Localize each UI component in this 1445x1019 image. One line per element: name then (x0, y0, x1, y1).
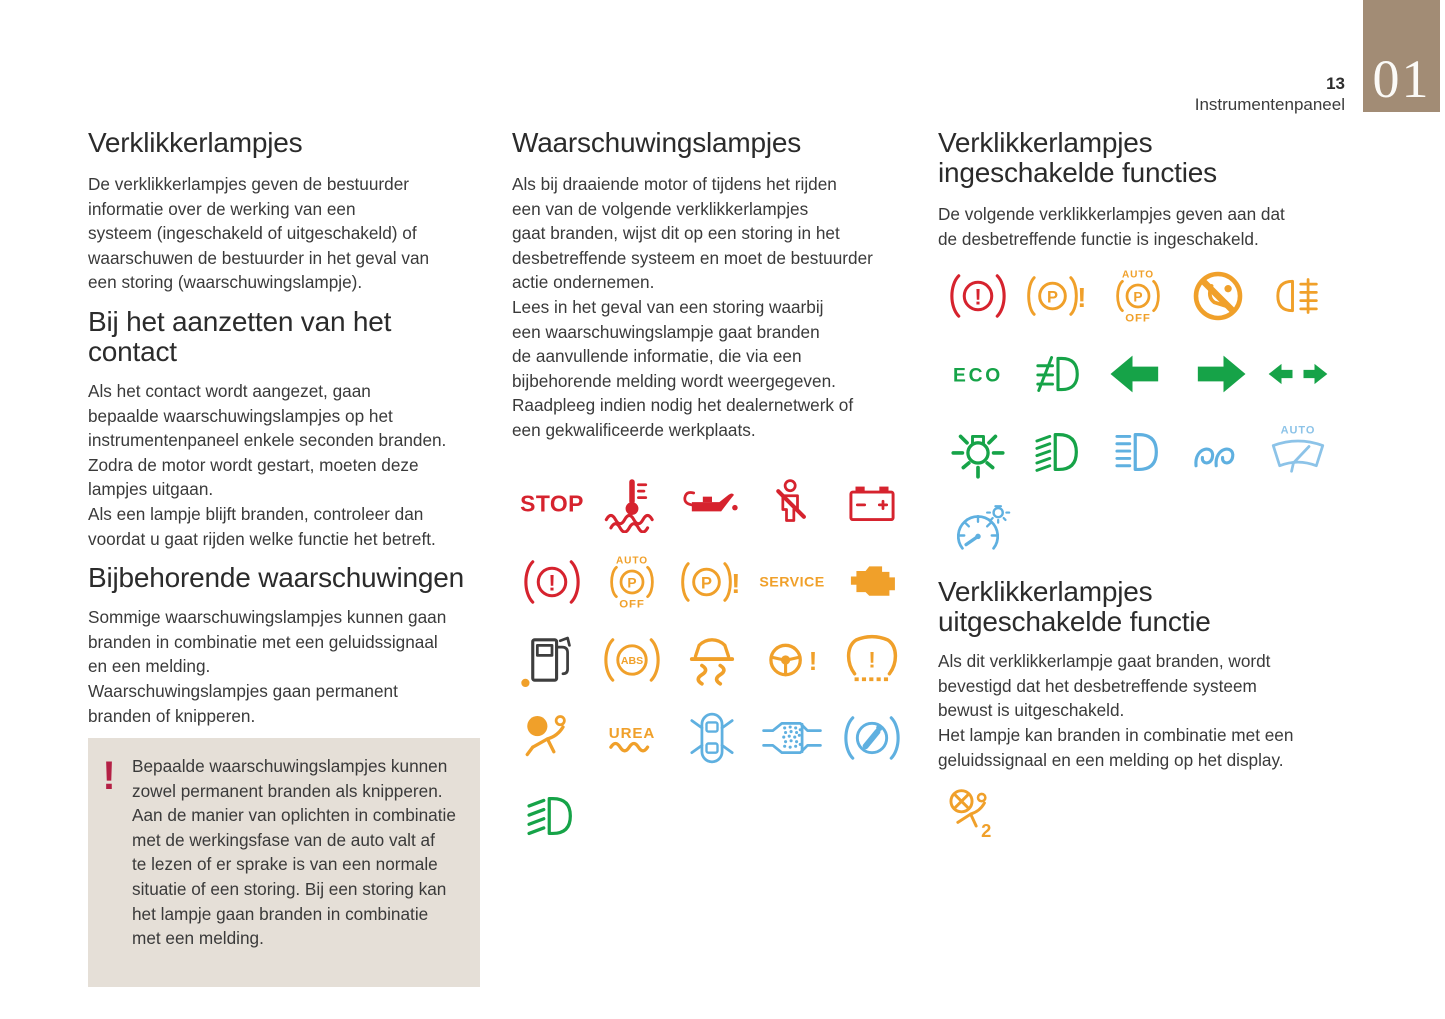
particulate-filter-warning-icon (756, 707, 828, 769)
svg-text:UREA: UREA (609, 725, 655, 742)
heading-contact: Bij het aanzetten van het contact (88, 305, 392, 367)
low-fuel-warning-icon (516, 629, 588, 691)
indicator-row: 2 (938, 784, 1342, 846)
doors-open-warning-icon (676, 707, 748, 769)
svg-text:P: P (627, 575, 636, 590)
speed-limit-indicator-icon (942, 499, 1014, 561)
passenger-airbag-off-indicator-icon: 2 (942, 784, 1014, 846)
sidelights-indicator-icon (1262, 265, 1334, 327)
warning-lights-grid: STOP! AUTO P OFF P! SERVICE ABS!! UREA (512, 473, 914, 847)
fog-lights-indicator-icon (1022, 343, 1094, 405)
column-right: Verklikkerlampjes ingeschakelde functies… (938, 128, 1342, 862)
left-turn-indicator-icon (1102, 343, 1174, 405)
intro-waarschuwingslampjes: Als bij draaiende motor of tijdens het r… (512, 174, 873, 440)
indicator-lights-off-grid: 2 (938, 784, 1342, 846)
svg-text:STOP: STOP (520, 490, 584, 516)
svg-text:AUTO: AUTO (616, 555, 648, 566)
heading-waarschuwingen: Bijbehorende waarschuwingen (88, 562, 464, 594)
parking-brake-fault-indicator-icon: P! (1022, 265, 1094, 327)
eco-mode-indicator-icon: ECO (942, 343, 1014, 405)
svg-text:!: ! (1077, 282, 1086, 313)
airbag-warning-icon (516, 707, 588, 769)
warning-note-text: Bepaalde waarschuwingslampjes kunnen zow… (132, 756, 456, 949)
svg-text:AUTO: AUTO (1281, 425, 1316, 437)
seatbelt-warning-icon (756, 473, 828, 535)
title-waarschuwingslampjes: Waarschuwingslampjes (512, 127, 802, 158)
body-contact: Als het contact wordt aangezet, gaan bep… (88, 380, 447, 549)
tire-pressure-warning-icon: ! (836, 629, 908, 691)
parking-lights-indicator-icon (942, 421, 1014, 483)
indicator-row: UREA (512, 707, 914, 769)
warning-note-box: ! Bepaalde waarschuwingslampjes kunnen z… (88, 738, 480, 987)
press-brake-pedal-warning-icon (836, 707, 908, 769)
page-number: 13 (1326, 74, 1345, 93)
page-header: 13 Instrumentenpaneel (1195, 74, 1345, 116)
auto-parking-brake-off-warning-icon: AUTO P OFF (596, 551, 668, 613)
indicator-row: ECO (938, 343, 1342, 405)
svg-text:AUTO: AUTO (1122, 270, 1154, 281)
parking-brake-indicator-icon: ! (942, 265, 1014, 327)
abs-warning-icon: ABS (596, 629, 668, 691)
battery-charge-warning-icon (836, 473, 908, 535)
svg-text:ABS: ABS (621, 655, 643, 667)
auto-parking-brake-off-indicator-icon: AUTO P OFF (1102, 265, 1174, 327)
stop-warning-icon: STOP (516, 473, 588, 535)
title-verklikkerlampjes: Verklikkerlampjes (88, 127, 303, 158)
svg-text:2: 2 (981, 820, 991, 841)
indicator-row: AUTO (938, 421, 1342, 483)
indicator-row: ! AUTO P OFF P! SERVICE (512, 551, 914, 613)
front-fog-lights-icon (516, 785, 588, 847)
svg-text:!: ! (809, 648, 818, 676)
svg-text:!: ! (974, 284, 981, 309)
engine-oil-pressure-warning-icon (676, 473, 748, 535)
direction-indicators-icon (1262, 343, 1334, 405)
exclamation-icon: ! (102, 754, 116, 799)
svg-text:!: ! (731, 568, 740, 599)
right-turn-indicator-icon (1182, 343, 1254, 405)
column-middle: Waarschuwingslampjes Als bij draaiende m… (512, 128, 914, 863)
high-beam-indicator-icon (1102, 421, 1174, 483)
page-section-title: Instrumentenpaneel (1194, 95, 1345, 115)
indicator-lights-on-grid: ! P! AUTO P OFF ECO AUTO (938, 265, 1342, 561)
svg-text:OFF: OFF (1125, 313, 1151, 325)
intro-verklikkerlampjes: De verklikkerlampjes geven de bestuurder… (88, 174, 430, 293)
dipped-beam-indicator-icon (1022, 421, 1094, 483)
indicator-row (938, 499, 1342, 561)
indicator-row: STOP (512, 473, 914, 535)
braking-system-warning-icon: ! (516, 551, 588, 613)
body-waarschuwingen: Sommige waarschuwingslampjes kunnen gaan… (88, 607, 447, 726)
passenger-airbag-deactivated-indicator-icon (1182, 265, 1254, 327)
auto-wipers-indicator-icon: AUTO (1262, 421, 1334, 483)
svg-text:!: ! (548, 570, 555, 595)
svg-text:P: P (1133, 290, 1142, 305)
chapter-tab: 01 (1363, 0, 1440, 112)
esp-asr-warning-icon (676, 629, 748, 691)
body-uitgeschakelde-functie: Als dit verklikkerlampje gaat branden, w… (938, 651, 1294, 770)
parking-brake-fault-warning-icon: P! (676, 551, 748, 613)
intro-ingeschakelde-functies: De volgende verklikkerlampjes geven aan … (938, 204, 1285, 249)
coolant-temperature-warning-icon (596, 473, 668, 535)
service-warning-icon: SERVICE (756, 551, 828, 613)
svg-text:ECO: ECO (953, 366, 1003, 387)
svg-text:OFF: OFF (619, 598, 645, 610)
power-steering-warning-icon: ! (756, 629, 828, 691)
svg-text:P: P (701, 574, 712, 592)
urea-level-warning-icon: UREA (596, 707, 668, 769)
column-left: Verklikkerlampjes De verklikkerlampjes g… (88, 128, 482, 987)
indicator-row: ABS!! (512, 629, 914, 691)
svg-text:P: P (1047, 289, 1058, 307)
indicator-row: ! P! AUTO P OFF (938, 265, 1342, 327)
title-uitgeschakelde-functie: Verklikkerlampjes uitgeschakelde functie (938, 576, 1211, 638)
indicator-row (512, 785, 914, 847)
svg-text:!: ! (868, 647, 875, 672)
title-ingeschakelde-functies: Verklikkerlampjes ingeschakelde functies (938, 127, 1217, 188)
engine-diagnostics-warning-icon (836, 551, 908, 613)
svg-text:SERVICE: SERVICE (759, 574, 824, 590)
glow-plugs-indicator-icon (1182, 421, 1254, 483)
